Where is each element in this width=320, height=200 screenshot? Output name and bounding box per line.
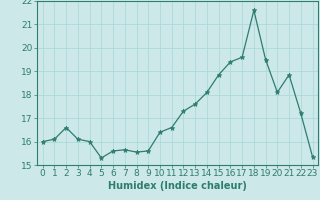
X-axis label: Humidex (Indice chaleur): Humidex (Indice chaleur) [108,181,247,191]
